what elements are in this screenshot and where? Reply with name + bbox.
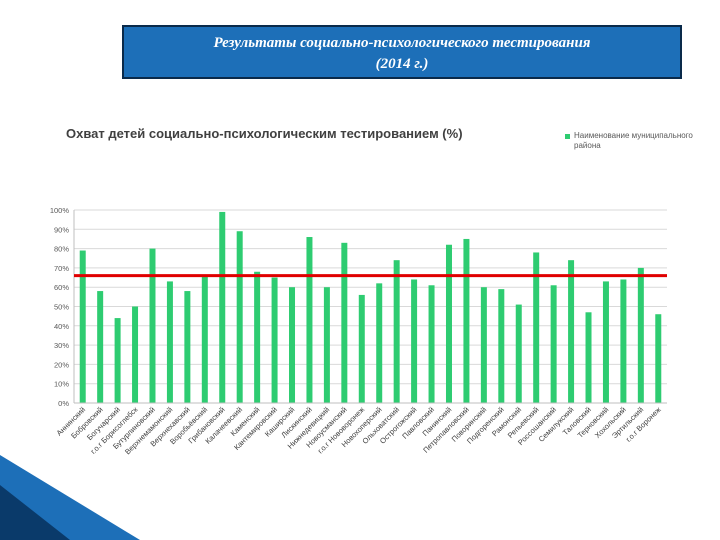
bar [393,260,400,403]
bar [219,211,226,403]
bar [568,260,575,403]
bar [184,291,191,403]
bar [515,304,522,403]
bar [376,283,383,403]
bar [201,275,208,403]
bar [97,291,104,403]
bar [480,287,487,403]
y-tick-label: 90% [54,225,69,234]
bar [289,287,296,403]
y-tick-label: 40% [54,322,69,331]
bar [620,279,627,403]
bar [602,281,609,403]
axis-layer [73,210,667,404]
slide-title-line2: (2014 г.) [375,56,429,72]
bar [323,287,330,403]
bar [132,306,139,403]
decorative-corner [0,455,140,540]
y-tick-label: 50% [54,303,69,312]
y-tick-label: 70% [54,264,69,273]
chart-title: Охват детей социально-психологическим те… [66,126,463,141]
bar [445,244,452,403]
legend-swatch [565,134,570,139]
bar [498,289,505,403]
bar [114,318,121,403]
bar [550,285,557,403]
bar [585,312,592,403]
legend-label: Наименование муниципального района [574,131,693,150]
bar [149,248,156,403]
bar [341,242,348,403]
y-tick-label: 10% [54,380,69,389]
bar [637,267,644,403]
slide-title-banner: Результаты социально-психологического те… [122,25,682,79]
bar [166,281,173,403]
decorative-triangle-dark [0,485,70,540]
bar [271,277,278,403]
y-tick-label: 100% [50,206,70,215]
bar [236,231,243,403]
bar [254,271,261,403]
slide-title-line1: Результаты социально-психологического те… [213,35,591,51]
y-tick-label: 30% [54,341,69,350]
y-tick-label: 0% [58,399,69,408]
bar [79,250,86,403]
bar [358,294,365,403]
bar [428,285,435,403]
bar [463,238,470,403]
bar [306,237,313,403]
bar-layer [79,211,662,403]
bar [411,279,418,403]
bar [533,252,540,403]
bar [655,314,662,403]
y-tick-label: 60% [54,283,69,292]
y-tick-label: 80% [54,245,69,254]
grid-layer [74,209,667,404]
y-tick-label: 20% [54,360,69,369]
